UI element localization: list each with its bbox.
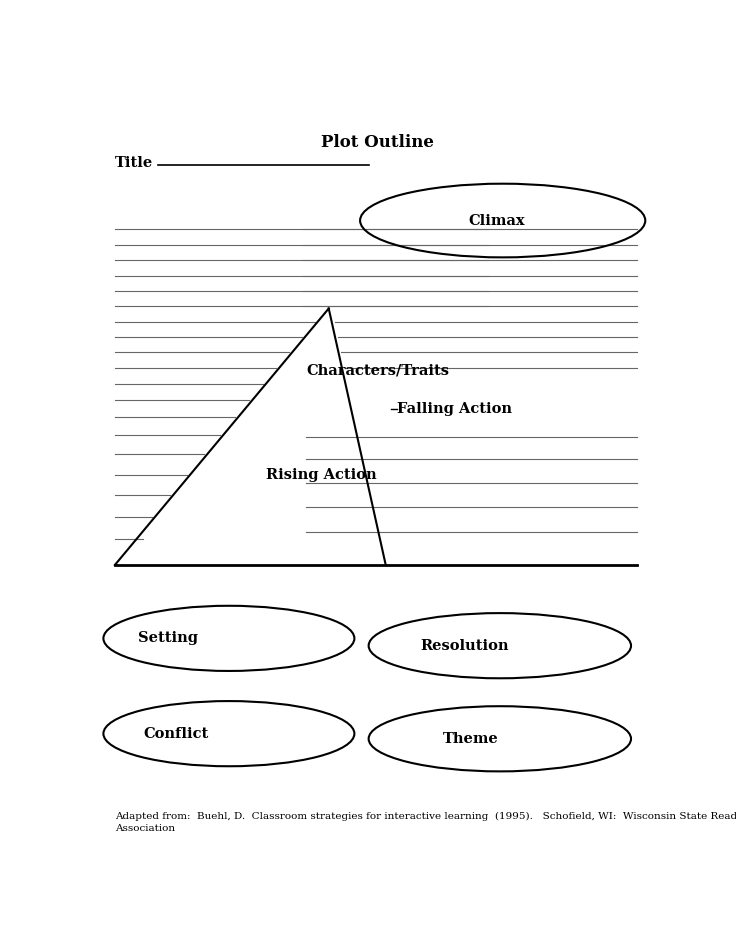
Text: Plot Outline: Plot Outline (321, 133, 434, 150)
Text: Falling Action: Falling Action (397, 402, 512, 416)
Text: Resolution: Resolution (420, 639, 509, 653)
Text: Title: Title (115, 155, 153, 169)
Text: Conflict: Conflict (144, 726, 208, 741)
Text: Rising Action: Rising Action (266, 467, 377, 482)
Text: Characters/Traits: Characters/Traits (306, 364, 449, 378)
Text: Theme: Theme (443, 732, 498, 745)
Text: Climax: Climax (468, 213, 525, 228)
Text: Adapted from:  Buehl, D.  Classroom strategies for interactive learning  (1995).: Adapted from: Buehl, D. Classroom strate… (115, 812, 736, 833)
Text: Setting: Setting (138, 631, 198, 645)
